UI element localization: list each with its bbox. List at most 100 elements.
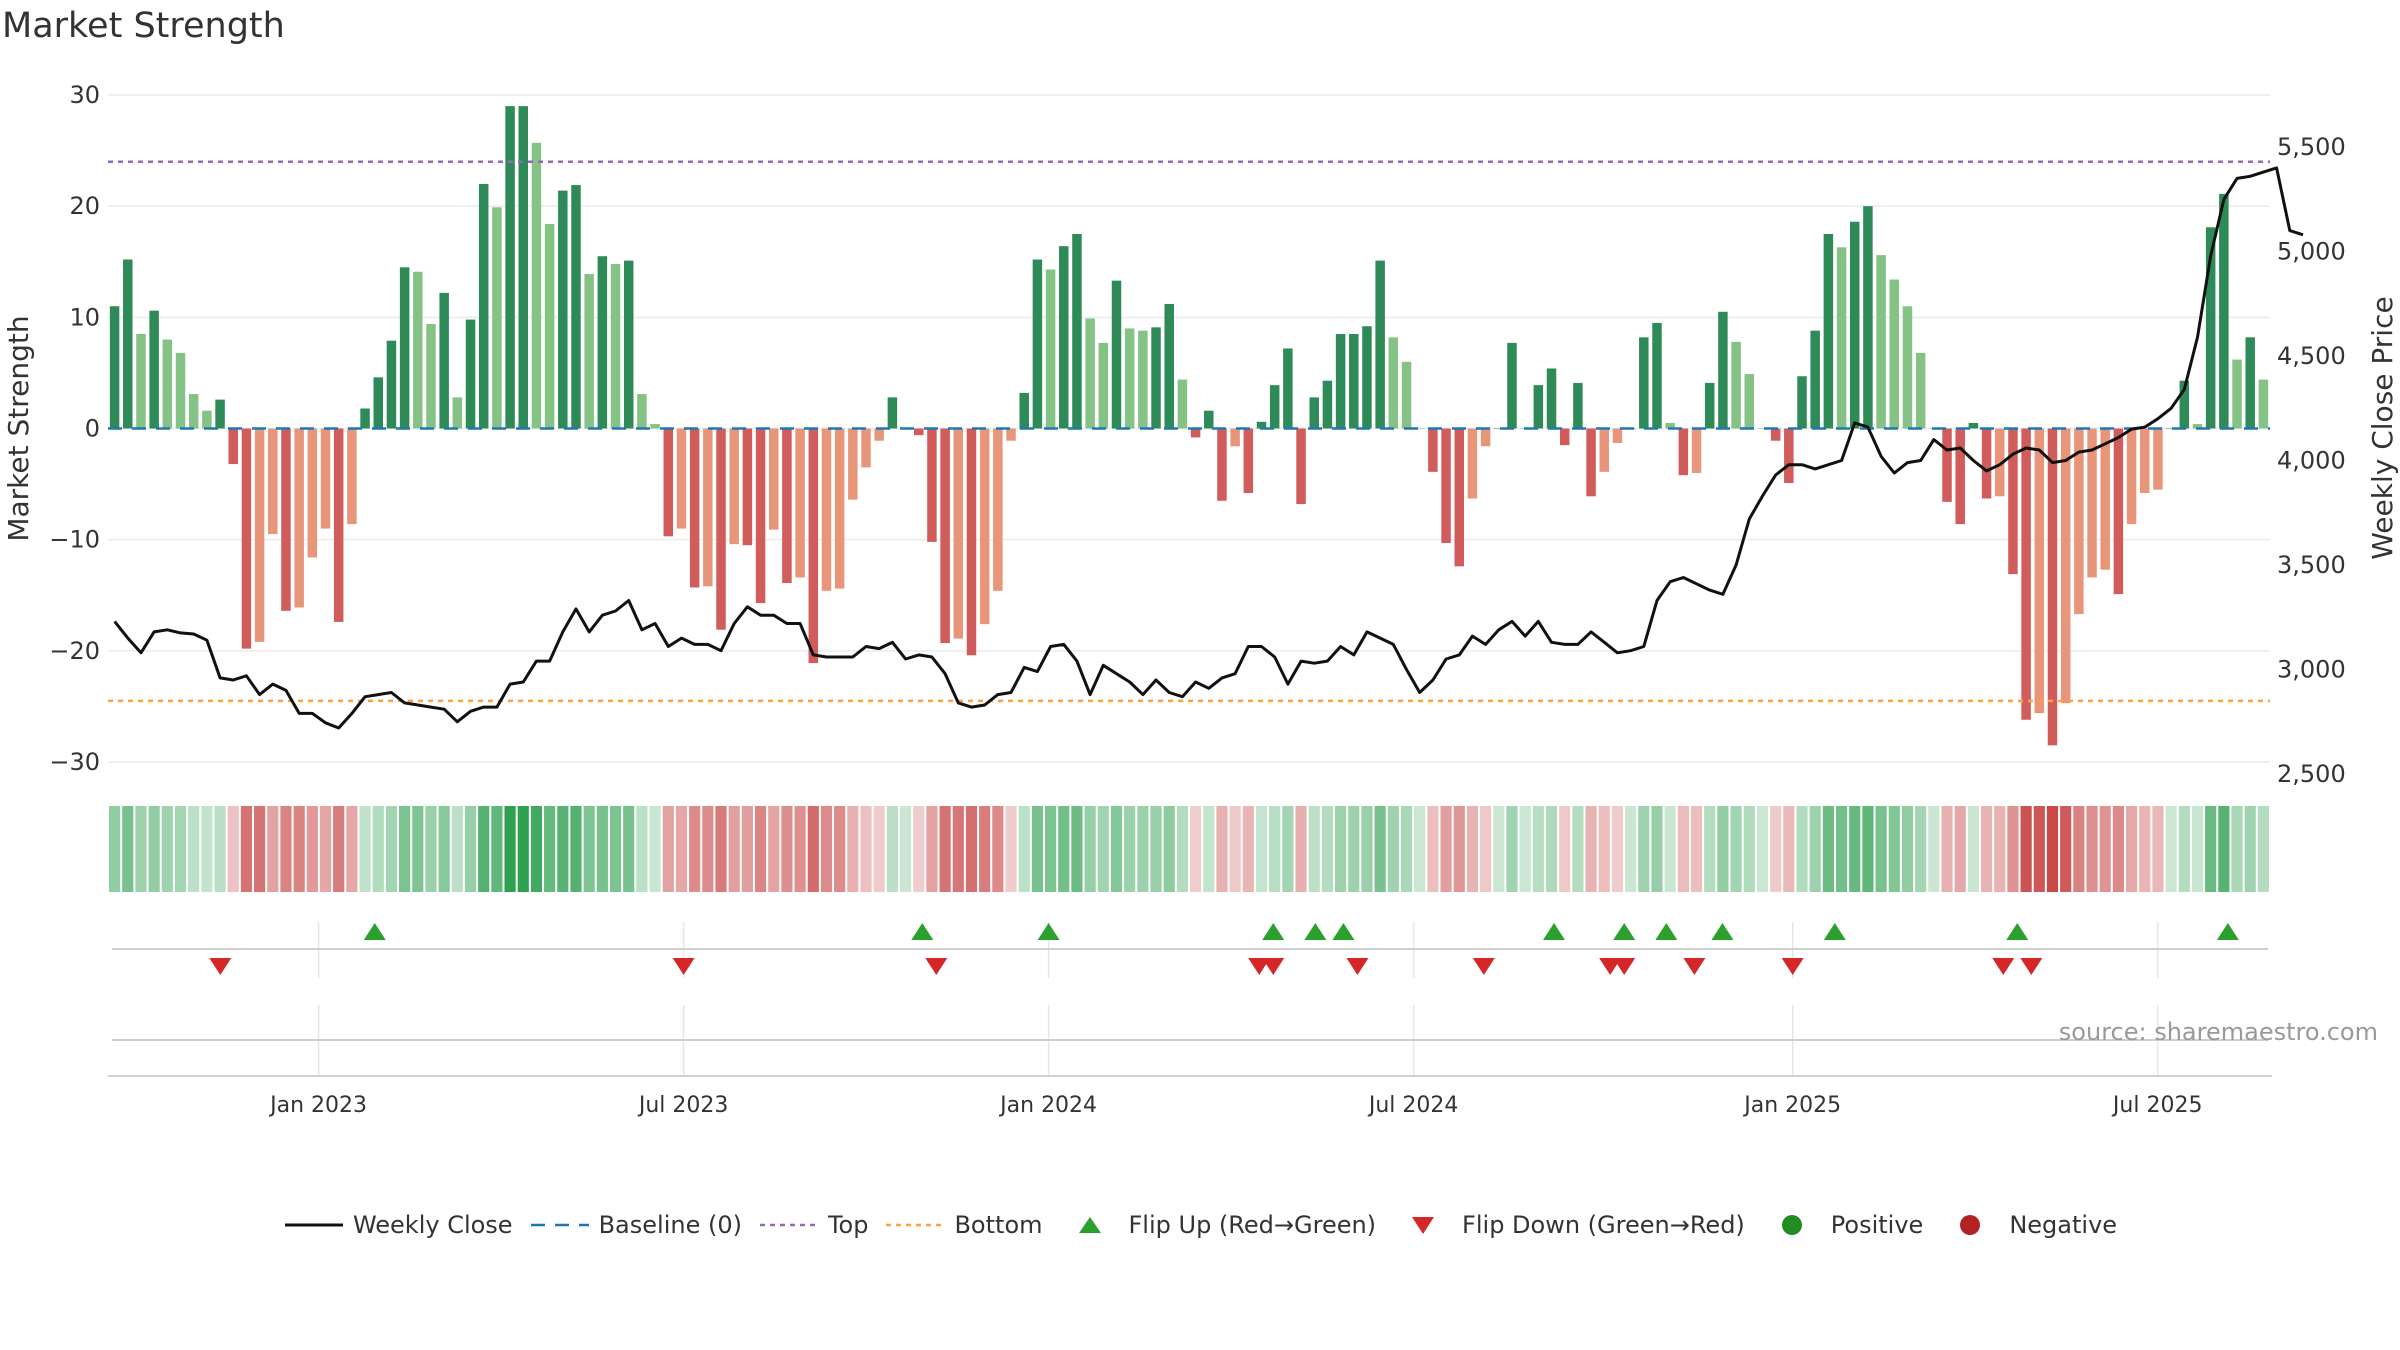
heat-cell — [2205, 806, 2217, 892]
heat-cell — [1506, 806, 1518, 892]
heat-cell — [254, 806, 266, 892]
flip-up-marker — [911, 923, 934, 940]
flip-up-marker — [2216, 923, 2239, 940]
strength-bar — [2153, 428, 2163, 490]
strength-bar — [1902, 306, 1913, 429]
heat-cell — [1400, 806, 1413, 892]
strength-bar — [1349, 334, 1359, 429]
strength-bar — [1124, 328, 1135, 429]
strength-bar — [1375, 260, 1385, 429]
heat-cell — [715, 806, 727, 892]
flip-up-marker — [1543, 923, 1566, 940]
strength-bar — [307, 428, 318, 558]
heat-cell — [2060, 806, 2072, 892]
legend-swatch — [1078, 1217, 1101, 1233]
heat-cell — [267, 806, 279, 892]
strength-bar — [729, 428, 739, 545]
y-tick-label-right: 3,500 — [2277, 551, 2346, 579]
heat-cell — [122, 806, 134, 892]
strength-bar — [241, 428, 252, 649]
strength-bar — [716, 428, 726, 630]
heat-cell — [609, 806, 622, 892]
strength-bar — [1414, 428, 1425, 429]
legend-label: Weekly Close — [352, 1211, 513, 1239]
strength-bar — [848, 428, 858, 500]
heat-cell — [504, 806, 516, 892]
heat-cell — [425, 806, 437, 892]
strength-bar — [347, 428, 357, 525]
strength-bar — [452, 397, 463, 429]
heat-cell — [1625, 806, 1637, 892]
strength-bar — [808, 428, 819, 664]
heat-cell — [1980, 806, 1993, 892]
strength-bar — [1770, 428, 1781, 441]
heat-cell — [1031, 806, 1043, 892]
strength-bar — [1612, 428, 1623, 443]
strength-bar — [676, 428, 687, 529]
heat-cell — [1374, 806, 1386, 892]
heat-cell — [1822, 806, 1834, 892]
chart-title: Market Strength — [2, 6, 285, 46]
strength-bar — [768, 428, 779, 530]
strength-bar — [993, 428, 1003, 591]
strength-bar — [2087, 428, 2097, 578]
strength-bar — [1296, 428, 1306, 505]
legend-swatch — [284, 1223, 343, 1227]
strength-bar — [1283, 348, 1293, 429]
legend-swatch — [1960, 1215, 1981, 1235]
heat-cell — [2046, 806, 2059, 892]
heat-cell — [847, 806, 859, 892]
signal-strip — [112, 923, 2268, 1041]
strength-bar — [1045, 269, 1056, 429]
y-tick-label-right: 2,500 — [2277, 760, 2346, 788]
strength-bar — [439, 292, 449, 429]
x-tick-label: Jul 2024 — [1367, 1093, 1459, 1118]
heat-cell — [1677, 806, 1689, 892]
heat-cell — [1058, 806, 1070, 892]
strength-bar — [109, 306, 120, 429]
heat-cell — [412, 806, 424, 892]
heat-cell — [1875, 806, 1887, 892]
heat-cell — [1941, 806, 1953, 892]
heat-cell — [240, 806, 253, 892]
heat-cell — [834, 806, 846, 892]
strength-bar — [623, 260, 634, 429]
strength-bar — [413, 271, 423, 429]
strength-bar — [1586, 428, 1596, 497]
x-tick-label: Jul 2025 — [2111, 1093, 2203, 1118]
legend-negative-icon — [1960, 1215, 1981, 1235]
strength-bar — [478, 183, 489, 429]
legend-item: Baseline (0) — [529, 1211, 742, 1239]
heat-cell — [913, 806, 925, 892]
strength-bar — [834, 428, 845, 589]
strength-bar — [2258, 379, 2269, 429]
heat-cell — [1559, 806, 1571, 892]
strength-bar — [2047, 428, 2058, 746]
heat-cell — [161, 806, 173, 892]
y-tick-label-right: 5,500 — [2277, 133, 2346, 161]
strength-bar — [2232, 359, 2242, 429]
heat-cell — [2165, 806, 2177, 892]
strength-bar — [2060, 428, 2071, 704]
heat-cell — [1928, 806, 1940, 892]
heat-cell — [2033, 806, 2045, 892]
heat-cell — [135, 806, 147, 892]
grid-layer — [108, 94, 2270, 1075]
heat-cell — [306, 806, 318, 892]
heat-cell — [1783, 806, 1795, 892]
flip-up-marker — [1823, 923, 1846, 940]
heat-cell — [1585, 806, 1597, 892]
legend-item: Negative — [1939, 1211, 2117, 1239]
strength-bar — [782, 428, 792, 584]
strength-bar — [1599, 428, 1610, 472]
heat-cell — [2020, 806, 2032, 892]
heat-cell — [754, 806, 767, 892]
heat-cell — [675, 806, 688, 892]
strength-bar — [703, 428, 713, 587]
heat-cell — [2218, 806, 2230, 892]
legend-swatch — [1412, 1217, 1435, 1234]
heat-cell — [1690, 806, 1703, 892]
heat-cell — [1084, 806, 1096, 892]
heat-cell — [1308, 806, 1320, 892]
